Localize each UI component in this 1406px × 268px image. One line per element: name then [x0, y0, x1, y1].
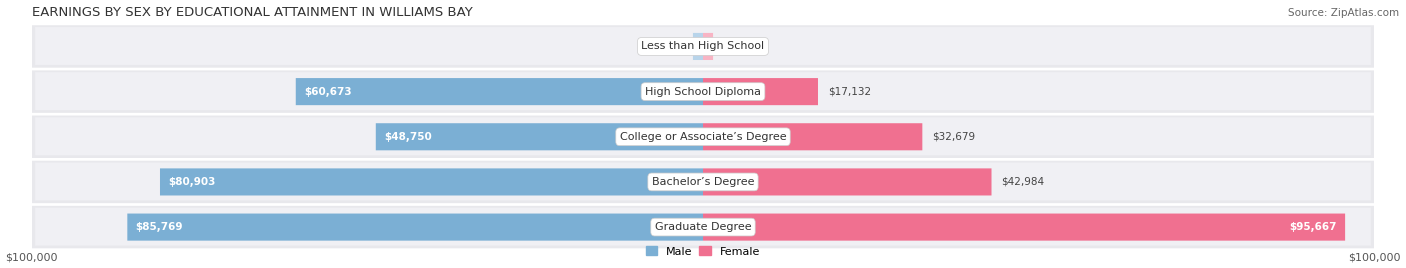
Text: $17,132: $17,132 [828, 87, 872, 97]
FancyBboxPatch shape [703, 168, 991, 195]
FancyBboxPatch shape [35, 27, 1371, 65]
Text: $48,750: $48,750 [384, 132, 432, 142]
FancyBboxPatch shape [32, 161, 1374, 203]
FancyBboxPatch shape [35, 117, 1371, 155]
FancyBboxPatch shape [703, 123, 922, 150]
FancyBboxPatch shape [295, 78, 703, 105]
Text: Bachelor’s Degree: Bachelor’s Degree [652, 177, 754, 187]
Text: Source: ZipAtlas.com: Source: ZipAtlas.com [1288, 8, 1399, 18]
Text: $85,769: $85,769 [135, 222, 183, 232]
Text: Less than High School: Less than High School [641, 42, 765, 51]
Text: $95,667: $95,667 [1289, 222, 1337, 232]
Text: Graduate Degree: Graduate Degree [655, 222, 751, 232]
FancyBboxPatch shape [703, 78, 818, 105]
Text: $60,673: $60,673 [304, 87, 352, 97]
FancyBboxPatch shape [35, 162, 1371, 200]
FancyBboxPatch shape [693, 33, 703, 60]
FancyBboxPatch shape [32, 116, 1374, 158]
FancyBboxPatch shape [703, 33, 713, 60]
Text: $42,984: $42,984 [1001, 177, 1045, 187]
FancyBboxPatch shape [32, 70, 1374, 113]
Text: $80,903: $80,903 [169, 177, 215, 187]
FancyBboxPatch shape [32, 25, 1374, 68]
Text: EARNINGS BY SEX BY EDUCATIONAL ATTAINMENT IN WILLIAMS BAY: EARNINGS BY SEX BY EDUCATIONAL ATTAINMEN… [32, 6, 472, 18]
Text: College or Associate’s Degree: College or Associate’s Degree [620, 132, 786, 142]
Text: $0: $0 [672, 42, 685, 51]
FancyBboxPatch shape [160, 168, 703, 195]
FancyBboxPatch shape [375, 123, 703, 150]
Text: High School Diploma: High School Diploma [645, 87, 761, 97]
Text: $32,679: $32,679 [932, 132, 976, 142]
Text: $0: $0 [721, 42, 734, 51]
FancyBboxPatch shape [703, 214, 1346, 241]
FancyBboxPatch shape [35, 72, 1371, 110]
Legend: Male, Female: Male, Female [641, 242, 765, 261]
FancyBboxPatch shape [35, 208, 1371, 245]
FancyBboxPatch shape [32, 206, 1374, 248]
FancyBboxPatch shape [128, 214, 703, 241]
